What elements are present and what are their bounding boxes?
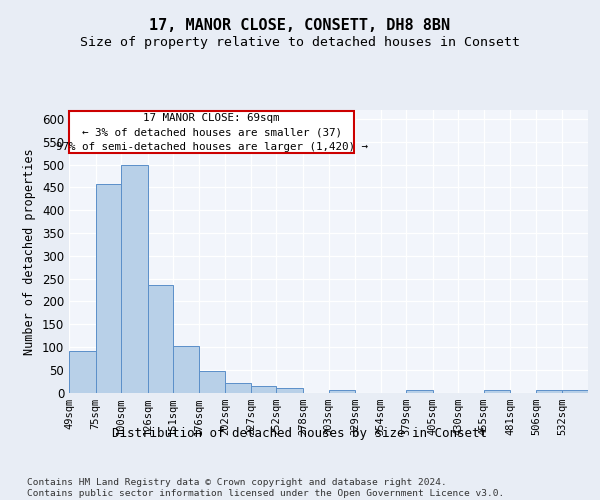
Bar (251, 386, 277, 392)
Bar (121, 164, 148, 392)
Bar (484, 390, 511, 392)
Bar (199, 371, 226, 392)
Y-axis label: Number of detached properties: Number of detached properties (23, 148, 37, 354)
Bar (69, 352, 95, 393)
Bar (536, 390, 562, 392)
Text: Size of property relative to detached houses in Consett: Size of property relative to detached ho… (80, 36, 520, 49)
Bar (148, 286, 173, 393)
FancyBboxPatch shape (69, 112, 354, 154)
Bar (95, 184, 121, 392)
Bar (226, 384, 251, 392)
Text: 17 MANOR CLOSE: 69sqm
← 3% of detached houses are smaller (37)
97% of semi-detac: 17 MANOR CLOSE: 69sqm ← 3% of detached h… (56, 113, 368, 152)
Text: Distribution of detached houses by size in Consett: Distribution of detached houses by size … (113, 428, 487, 440)
Bar (173, 346, 199, 393)
Text: Contains HM Land Registry data © Crown copyright and database right 2024.
Contai: Contains HM Land Registry data © Crown c… (27, 478, 504, 498)
Bar (406, 390, 433, 392)
Bar (329, 390, 355, 392)
Bar (277, 388, 303, 392)
Bar (562, 390, 588, 392)
Text: 17, MANOR CLOSE, CONSETT, DH8 8BN: 17, MANOR CLOSE, CONSETT, DH8 8BN (149, 18, 451, 32)
